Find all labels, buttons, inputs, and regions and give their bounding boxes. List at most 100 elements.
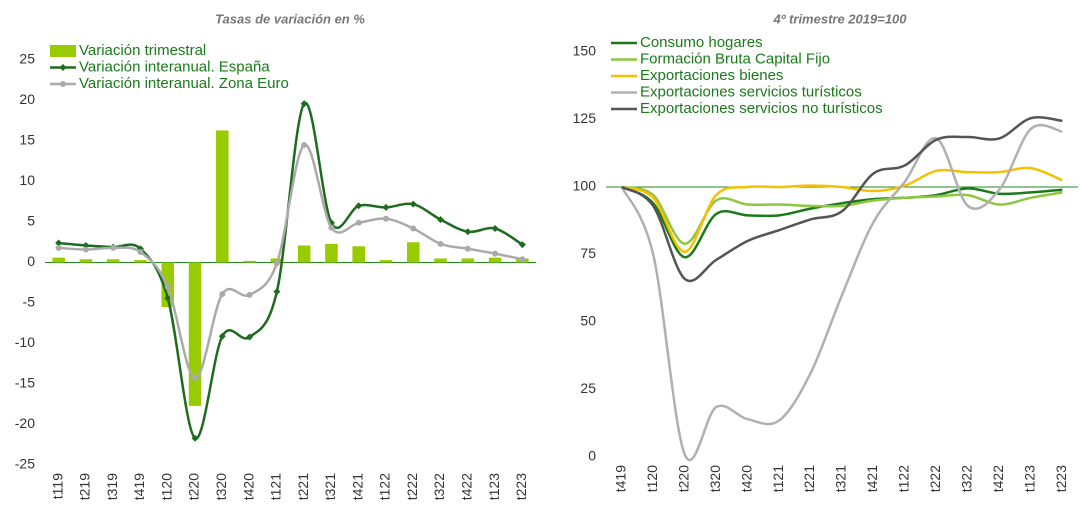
marker xyxy=(518,241,526,249)
x-tick-label: t322 xyxy=(431,473,447,500)
y-tick-label: 25 xyxy=(19,51,35,67)
line xyxy=(621,166,1063,254)
x-tick-label: t122 xyxy=(896,465,912,492)
y-tick-label: -10 xyxy=(15,334,35,350)
x-tick-label: t121 xyxy=(770,465,786,492)
x-tick-label: t422 xyxy=(990,465,1006,492)
marker xyxy=(355,219,362,226)
bar xyxy=(52,257,65,263)
bar xyxy=(488,257,502,263)
x-tick-label: t421 xyxy=(349,473,365,500)
y-tick-label: -25 xyxy=(15,456,35,472)
x-tick-label: t322 xyxy=(959,465,975,492)
marker xyxy=(491,224,499,232)
x-tick-label: t319 xyxy=(104,473,120,500)
y-tick-label: 25 xyxy=(580,380,596,396)
x-tick-label: t123 xyxy=(1022,465,1038,492)
legend-label: Formación Bruta Capital Fijo xyxy=(640,50,830,67)
x-tick-label: t120 xyxy=(158,473,174,500)
bar xyxy=(134,260,147,263)
chart-title: 4º trimestre 2019=100 xyxy=(772,11,907,26)
x-tick-label: t220 xyxy=(675,465,691,492)
bar xyxy=(106,259,120,263)
y-tick-label: 125 xyxy=(573,110,597,126)
y-tick-label: 150 xyxy=(573,43,597,59)
marker xyxy=(164,283,171,290)
x-tick-label: t221 xyxy=(801,465,817,492)
marker xyxy=(191,434,199,442)
legend-label: Exportaciones bienes xyxy=(640,67,783,84)
bar xyxy=(79,259,93,263)
bar xyxy=(434,258,447,263)
marker xyxy=(301,142,308,149)
line xyxy=(58,101,524,440)
y-tick-label: 10 xyxy=(19,172,35,188)
bar xyxy=(352,246,365,263)
line xyxy=(621,185,1063,245)
x-tick-label: t222 xyxy=(927,465,943,492)
legend-marker xyxy=(60,81,66,87)
y-tick-label: -20 xyxy=(15,415,35,431)
marker xyxy=(492,250,499,257)
line xyxy=(620,123,1063,462)
bar xyxy=(216,130,229,263)
marker xyxy=(55,239,63,247)
bar xyxy=(297,245,311,263)
legend-label: Consumo hogares xyxy=(640,34,763,51)
bar xyxy=(325,243,338,263)
marker xyxy=(246,333,254,341)
x-tick-label: t119 xyxy=(49,473,65,499)
x-tick-label: t120 xyxy=(644,465,660,492)
y-tick-label: 0 xyxy=(27,253,35,269)
y-tick-label: -5 xyxy=(23,294,36,310)
marker xyxy=(409,200,417,208)
y-tick-label: 75 xyxy=(580,245,596,261)
x-tick-label: t223 xyxy=(513,473,529,500)
x-tick-label: t321 xyxy=(833,465,849,492)
marker xyxy=(110,244,117,251)
bar xyxy=(379,260,393,263)
legend-label: Variación interanual. España xyxy=(79,58,270,75)
x-tick-label: t420 xyxy=(240,473,256,500)
marker xyxy=(328,224,335,231)
x-tick-label: t320 xyxy=(213,473,229,500)
x-tick-label: t220 xyxy=(186,473,202,500)
bar xyxy=(243,260,256,263)
legend-label: Variación trimestral xyxy=(79,42,206,59)
marker xyxy=(218,332,226,340)
bar xyxy=(461,258,475,263)
x-tick-label: t221 xyxy=(295,473,311,500)
y-tick-label: 15 xyxy=(19,132,35,148)
marker xyxy=(464,228,472,236)
bar xyxy=(406,242,420,263)
marker xyxy=(519,256,526,263)
marker xyxy=(300,100,308,108)
y-tick-label: 0 xyxy=(588,448,596,464)
y-tick-label: 5 xyxy=(27,213,35,229)
marker xyxy=(382,215,389,222)
y-tick-label: -15 xyxy=(15,375,35,391)
x-tick-label: t419 xyxy=(612,465,628,492)
x-tick-label: t320 xyxy=(707,465,723,492)
legend-label: Exportaciones servicios no turísticos xyxy=(640,100,883,117)
marker xyxy=(382,203,390,211)
marker xyxy=(410,225,417,232)
x-tick-label: t123 xyxy=(486,473,502,500)
marker xyxy=(437,240,444,247)
marker xyxy=(273,260,280,267)
line xyxy=(621,116,1063,283)
x-tick-label: t419 xyxy=(131,473,147,500)
marker xyxy=(355,202,363,210)
marker xyxy=(55,244,62,251)
marker xyxy=(82,246,89,253)
chart-title: Tasas de variación en % xyxy=(215,11,365,26)
line xyxy=(621,185,1063,259)
x-tick-label: t420 xyxy=(738,465,754,492)
x-tick-label: t222 xyxy=(404,473,420,500)
bar xyxy=(188,262,202,406)
y-tick-label: 100 xyxy=(573,178,597,194)
marker xyxy=(137,248,144,255)
x-tick-label: t121 xyxy=(268,473,284,500)
legend-label: Exportaciones servicios turísticos xyxy=(640,83,862,100)
